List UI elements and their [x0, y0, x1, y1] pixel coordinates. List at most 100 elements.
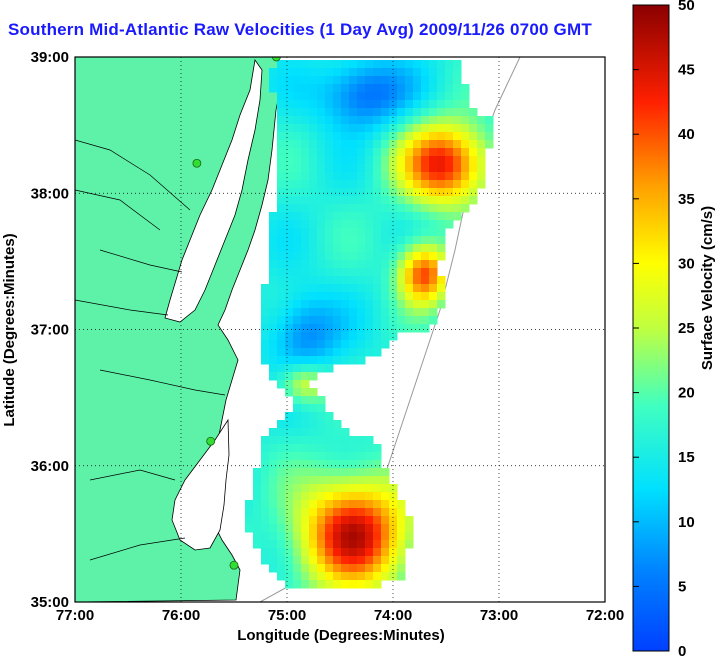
velocity-cell: [389, 492, 398, 501]
velocity-cell: [421, 236, 430, 245]
velocity-cell: [429, 188, 438, 197]
velocity-cell: [349, 532, 358, 541]
velocity-cell: [453, 68, 462, 77]
velocity-cell: [397, 188, 406, 197]
velocity-cell: [285, 388, 294, 397]
velocity-cell: [293, 524, 302, 533]
velocity-cell: [429, 252, 438, 261]
velocity-cell: [405, 164, 414, 173]
velocity-cell: [293, 580, 302, 589]
velocity-cell: [421, 60, 430, 69]
velocity-cell: [293, 268, 302, 277]
velocity-cell: [397, 140, 406, 149]
velocity-cell: [341, 492, 350, 501]
velocity-cell: [389, 76, 398, 85]
velocity-cell: [429, 68, 438, 77]
velocity-cell: [461, 116, 470, 125]
velocity-cell: [293, 236, 302, 245]
velocity-cell: [373, 452, 382, 461]
velocity-cell: [285, 92, 294, 101]
x-tick-label: 75:00: [268, 607, 306, 624]
velocity-cell: [373, 172, 382, 181]
velocity-cell: [325, 132, 334, 141]
velocity-cell: [413, 92, 422, 101]
velocity-cell: [381, 500, 390, 509]
velocity-cell: [309, 84, 318, 93]
velocity-cell: [477, 156, 486, 165]
velocity-cell: [349, 556, 358, 565]
velocity-cell: [317, 500, 326, 509]
velocity-cell: [349, 356, 358, 365]
velocity-cell: [405, 204, 414, 213]
velocity-cell: [405, 324, 414, 333]
velocity-cell: [293, 180, 302, 189]
velocity-cell: [301, 532, 310, 541]
velocity-cell: [373, 500, 382, 509]
velocity-cell: [461, 156, 470, 165]
velocity-cell: [341, 508, 350, 517]
velocity-cell: [317, 436, 326, 445]
velocity-cell: [461, 140, 470, 149]
velocity-cell: [397, 252, 406, 261]
velocity-cell: [285, 580, 294, 589]
velocity-cell: [365, 212, 374, 221]
velocity-cell: [373, 252, 382, 261]
velocity-cell: [397, 292, 406, 301]
velocity-cell: [261, 324, 270, 333]
velocity-cell: [389, 284, 398, 293]
velocity-cell: [293, 468, 302, 477]
velocity-cell: [357, 460, 366, 469]
velocity-cell: [341, 516, 350, 525]
velocity-cell: [269, 548, 278, 557]
velocity-cell: [277, 476, 286, 485]
velocity-cell: [341, 572, 350, 581]
velocity-cell: [445, 180, 454, 189]
velocity-cell: [277, 572, 286, 581]
velocity-cell: [301, 364, 310, 373]
velocity-cell: [437, 220, 446, 229]
velocity-cell: [317, 188, 326, 197]
velocity-cell: [389, 108, 398, 117]
velocity-cell: [333, 316, 342, 325]
velocity-cell: [293, 412, 302, 421]
velocity-cell: [341, 124, 350, 133]
velocity-cell: [357, 348, 366, 357]
velocity-cell: [469, 116, 478, 125]
velocity-cell: [445, 156, 454, 165]
velocity-cell: [421, 76, 430, 85]
velocity-cell: [381, 180, 390, 189]
velocity-cell: [349, 308, 358, 317]
velocity-cell: [309, 68, 318, 77]
velocity-cell: [469, 108, 478, 117]
velocity-cell: [317, 348, 326, 357]
velocity-cell: [397, 516, 406, 525]
velocity-cell: [389, 508, 398, 517]
velocity-cell: [325, 180, 334, 189]
velocity-cell: [389, 324, 398, 333]
velocity-cell: [389, 148, 398, 157]
velocity-cell: [333, 236, 342, 245]
velocity-cell: [301, 300, 310, 309]
velocity-cell: [421, 172, 430, 181]
velocity-cell: [285, 308, 294, 317]
velocity-cell: [373, 180, 382, 189]
velocity-cell: [381, 236, 390, 245]
velocity-cell: [245, 508, 254, 517]
velocity-cell: [461, 92, 470, 101]
velocity-cell: [453, 204, 462, 213]
velocity-cell: [269, 484, 278, 493]
velocity-cell: [349, 348, 358, 357]
velocity-cell: [373, 532, 382, 541]
velocity-cell: [357, 316, 366, 325]
radar-station-marker: [272, 57, 281, 62]
velocity-cell: [333, 124, 342, 133]
radar-stations: [192, 57, 281, 570]
velocity-cell: [421, 132, 430, 141]
velocity-cell: [317, 124, 326, 133]
velocity-cell: [357, 260, 366, 269]
velocity-cell: [325, 124, 334, 133]
velocity-cell: [365, 316, 374, 325]
velocity-cell: [365, 540, 374, 549]
velocity-cell: [301, 380, 310, 389]
velocity-cell: [285, 132, 294, 141]
